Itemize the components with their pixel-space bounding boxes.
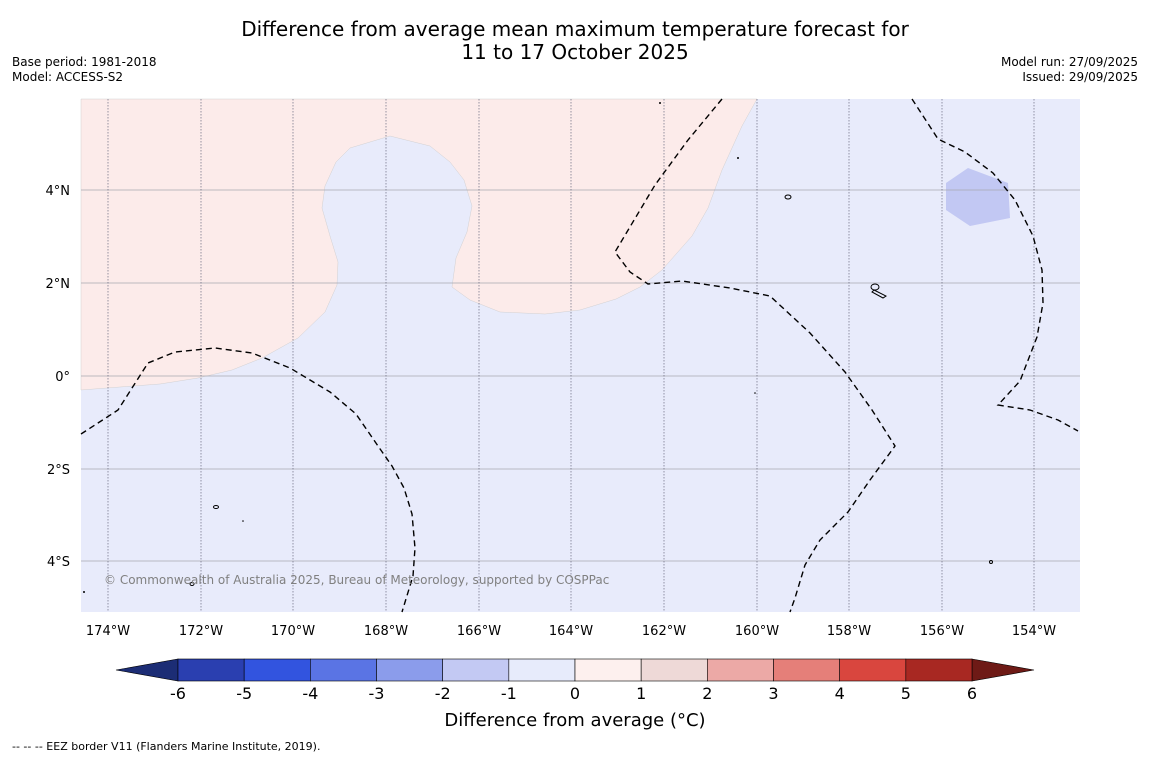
colorbar-segment (839, 658, 907, 682)
colorbar-tick-labels: -6 -5 -4 -3 -2 -1 0 1 2 3 4 5 6 (170, 684, 977, 700)
lon-label: 160°W (735, 624, 779, 639)
latitude-labels: 4°N 2°N 0° 2°S 4°S (46, 184, 71, 570)
colorbar-tick-label: -3 (369, 684, 385, 700)
colorbar: -6 -5 -4 -3 -2 -1 0 1 2 3 4 5 6 (115, 658, 1035, 700)
colorbar-segment (243, 658, 311, 682)
island (754, 392, 756, 394)
eez-border-west (80, 347, 416, 613)
colorbar-tick-label: 0 (570, 684, 580, 700)
lat-label: 2°S (47, 463, 70, 478)
colorbar-over-arrow (971, 658, 1035, 682)
colorbar-tick-label: 4 (835, 684, 845, 700)
title-line-1: Difference from average mean maximum tem… (241, 17, 909, 41)
island (784, 194, 792, 200)
islands (189, 194, 993, 586)
lon-label: 154°W (1012, 624, 1056, 639)
colorbar-tick-label: 2 (702, 684, 712, 700)
colorbar-label: Difference from average (°C) (444, 710, 706, 731)
colorbar-tick-label: -2 (435, 684, 451, 700)
lon-label: 170°W (271, 624, 315, 639)
colorbar-segment (574, 658, 642, 682)
colorbar-segment (177, 658, 245, 682)
island (242, 520, 244, 522)
copyright-notice: © Commonwealth of Australia 2025, Bureau… (104, 573, 609, 587)
lon-label: 172°W (179, 624, 223, 639)
colorbar-tick-label: -6 (170, 684, 186, 700)
colorbar-segments (177, 658, 973, 682)
eez-border-central (614, 98, 896, 613)
lon-label: 156°W (920, 624, 964, 639)
eez-borders (80, 98, 1079, 613)
lon-label: 166°W (457, 624, 501, 639)
island (659, 102, 661, 104)
cool-anomaly-patch (946, 168, 1010, 226)
lat-label: 4°N (46, 184, 71, 199)
model-run: Model run: 27/09/2025 (1000, 55, 1138, 69)
lon-label: 164°W (549, 624, 593, 639)
colorbar-tick-label: -5 (236, 684, 252, 700)
colorbar-segment (442, 658, 510, 682)
longitude-labels: 174°W 172°W 170°W 168°W 166°W 164°W 162°… (86, 624, 1056, 639)
model-name: Model: ACCESS-S2 (12, 70, 124, 84)
map-plot-area: © Commonwealth of Australia 2025, Bureau… (80, 98, 1080, 613)
island-dots (83, 102, 756, 593)
island (737, 157, 739, 159)
colorbar-segment (310, 658, 377, 682)
lat-label: 4°S (47, 555, 70, 570)
colorbar-segment (376, 658, 443, 682)
colorbar-tick-label: 6 (967, 684, 977, 700)
base-period: Base period: 1981-2018 (12, 55, 157, 69)
colorbar-segment (773, 658, 840, 682)
colorbar-tick-label: -1 (501, 684, 517, 700)
lon-label: 158°W (827, 624, 871, 639)
island (213, 505, 219, 509)
island (189, 582, 195, 586)
colorbar-segment (707, 658, 774, 682)
map-title: Difference from average mean maximum tem… (0, 18, 1150, 64)
lon-label: 174°W (86, 624, 130, 639)
latitude-gridlines (81, 189, 1080, 562)
eez-border-east (911, 98, 1079, 432)
warm-anomaly-region (80, 98, 758, 391)
island (871, 289, 887, 299)
lat-label: 2°N (46, 277, 71, 292)
island (83, 591, 85, 593)
forecast-map: © Commonwealth of Australia 2025, Bureau… (46, 98, 1080, 700)
colorbar-segment (640, 658, 708, 682)
meta-left: Base period: 1981-2018 Model: ACCESS-S2 (12, 55, 157, 85)
eez-footnote: -- -- -- EEZ border V11 (Flanders Marine… (12, 740, 321, 753)
colorbar-under-arrow (115, 658, 179, 682)
issued-date: Issued: 29/09/2025 (1022, 70, 1138, 84)
colorbar-tick-label: 3 (768, 684, 778, 700)
island (989, 560, 993, 564)
colorbar-segment (508, 658, 576, 682)
lon-label: 162°W (642, 624, 686, 639)
colorbar-tick-label: 1 (636, 684, 646, 700)
colorbar-tick-label: 5 (901, 684, 911, 700)
colorbar-tick-label: -4 (302, 684, 318, 700)
lat-label: 0° (55, 370, 70, 385)
longitude-gridlines (107, 99, 1035, 612)
lon-label: 168°W (364, 624, 408, 639)
colorbar-segment (905, 658, 973, 682)
title-line-2: 11 to 17 October 2025 (461, 40, 689, 64)
meta-right: Model run: 27/09/2025 Issued: 29/09/2025 (1001, 55, 1138, 85)
